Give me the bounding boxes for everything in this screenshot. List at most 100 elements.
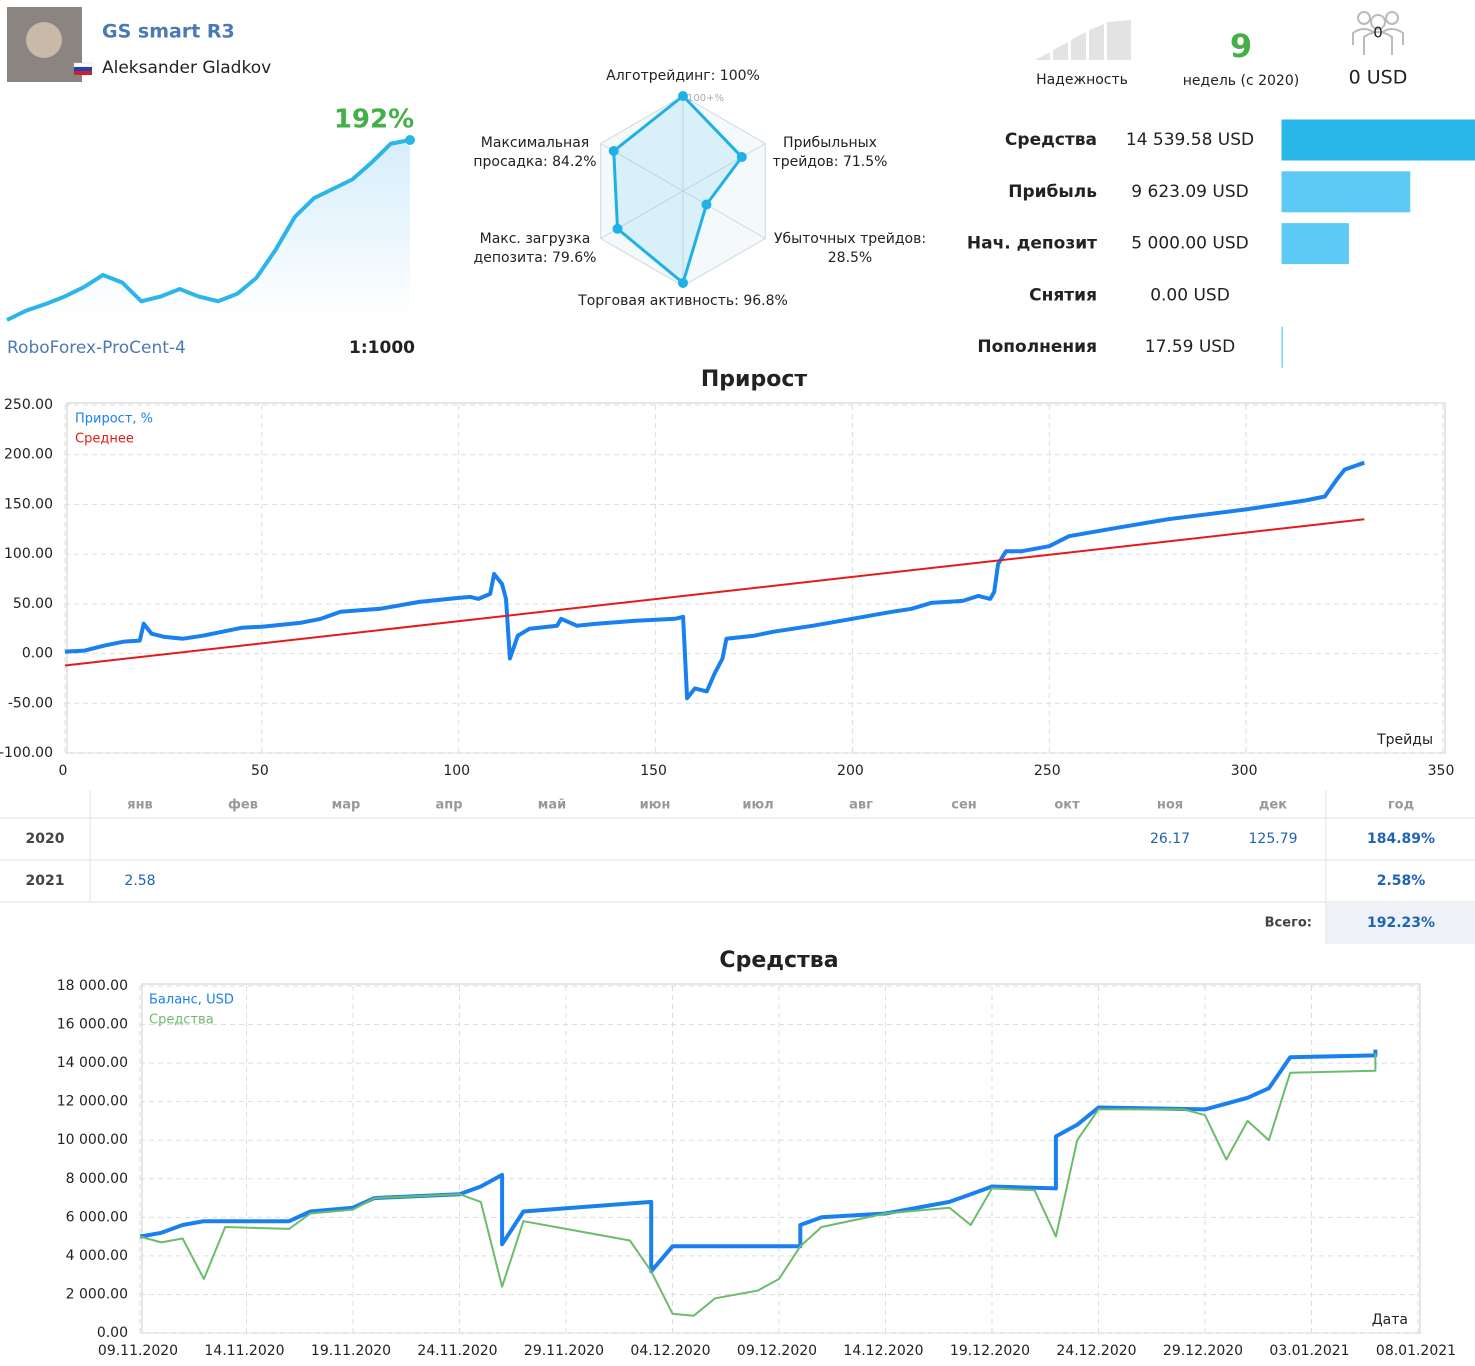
legend-entry: Среднее <box>75 432 134 447</box>
radar-axis-label: Прибыльных <box>783 135 877 151</box>
y-tick-label: 4 000.00 <box>66 1248 128 1264</box>
column-header: фев <box>228 798 258 813</box>
x-tick-label: 09.11.2020 <box>98 1343 178 1359</box>
radar-point <box>608 146 619 157</box>
x-tick-label: 14.12.2020 <box>843 1343 923 1359</box>
flag <box>73 62 93 75</box>
x-tick-label: 09.12.2020 <box>737 1343 817 1359</box>
x-tick-label: 19.11.2020 <box>311 1343 391 1359</box>
x-tick-label: 03.01.2021 <box>1269 1343 1349 1359</box>
plot-area <box>141 983 1421 1334</box>
y-tick-label: 0.00 <box>97 1325 128 1341</box>
stat-value: 9 623.09 USD <box>1131 182 1248 202</box>
x-tick-label: 350 <box>1428 763 1455 779</box>
stat-label: Пополнения <box>977 337 1097 357</box>
x-tick-label: 29.11.2020 <box>524 1343 604 1359</box>
y-tick-label: 12 000.00 <box>57 1094 128 1110</box>
y-tick-label: -50.00 <box>8 695 53 711</box>
chart-title: Средства <box>719 948 838 973</box>
y-tick-label: 200.00 <box>4 447 53 463</box>
radar-axis-label: Торговая активность: 96.8% <box>577 293 788 309</box>
y-tick-label: 50.00 <box>13 596 53 612</box>
author[interactable]: Aleksander Gladkov <box>102 58 271 78</box>
radar-point <box>736 152 747 163</box>
radar-axis-label: 28.5% <box>828 250 872 266</box>
x-tick-label: 29.12.2020 <box>1163 1343 1243 1359</box>
stat-label: Средства <box>1005 130 1097 150</box>
legend-entry: Баланс, USD <box>149 993 234 1008</box>
radar-point <box>678 277 688 288</box>
radar-spoke <box>682 190 766 239</box>
column-header: янв <box>127 798 153 813</box>
radar-spoke <box>682 143 766 192</box>
row-year: 2020 <box>26 831 65 847</box>
radar-axis-label: Максимальная <box>481 135 589 151</box>
x-tick-label: 200 <box>837 763 864 779</box>
y-tick-label: 250.00 <box>4 397 53 413</box>
x-tick-label: 14.11.2020 <box>204 1343 284 1359</box>
stat-value: 17.59 USD <box>1145 337 1235 357</box>
avatar-face <box>26 22 62 58</box>
y-tick-label: 2 000.00 <box>66 1286 128 1302</box>
mini-value-label: 192% <box>334 105 414 135</box>
x-tick-label: 0 <box>59 763 68 779</box>
radar-axis-label: Макс. загрузка <box>480 231 591 247</box>
stat-label: Прибыль <box>1008 182 1097 202</box>
column-header: авг <box>849 798 873 813</box>
y-tick-label: -100.00 <box>0 745 53 761</box>
x-tick-label: 24.11.2020 <box>417 1343 497 1359</box>
mini-area <box>7 140 410 320</box>
y-tick-label: 8 000.00 <box>66 1171 128 1187</box>
column-header: сен <box>951 798 977 813</box>
year-total: 184.89% <box>1367 831 1435 847</box>
column-header: ноя <box>1157 798 1183 813</box>
subscribers: 0 <box>1373 24 1383 42</box>
radar-point <box>701 199 712 210</box>
stat-bar <box>1281 223 1349 265</box>
column-header: апр <box>435 798 462 813</box>
stat-bar <box>1281 119 1475 161</box>
x-tick-label: 24.12.2020 <box>1056 1343 1136 1359</box>
y-tick-label: 150.00 <box>4 496 53 512</box>
column-header: июн <box>640 798 671 813</box>
legend-entry: Прирост, % <box>75 412 153 427</box>
radar-tick-label: 100+% <box>687 93 724 104</box>
x-tick-label: 150 <box>640 763 667 779</box>
column-header: окт <box>1054 798 1080 813</box>
total-cell <box>1326 902 1475 944</box>
weeks-label: недель (с 2020) <box>1183 73 1299 89</box>
series-line <box>139 1049 1378 1274</box>
column-header: май <box>538 798 567 813</box>
chart-title: Прирост <box>701 367 807 392</box>
y-tick-label: 18 000.00 <box>57 978 128 994</box>
series-line <box>64 518 1365 667</box>
broker[interactable]: RoboForex-ProCent-4 <box>7 338 186 358</box>
radar-axis-label: трейдов: 71.5% <box>773 154 888 170</box>
reliability-icon <box>1035 20 1131 60</box>
subscribers-icon <box>1352 11 1404 55</box>
x-tick-label: 100 <box>443 763 470 779</box>
grand-total-label: Всего: <box>1265 916 1312 931</box>
series-line <box>139 1053 1377 1317</box>
grand-total: 192.23% <box>1367 915 1435 931</box>
row-year: 2021 <box>26 873 65 889</box>
x-tick-label: 04.12.2020 <box>630 1343 710 1359</box>
month-value: 125.79 <box>1249 831 1298 847</box>
month-value: 2.58 <box>124 873 155 889</box>
radar-axis-label: Алготрейдинг: 100% <box>606 68 760 84</box>
x-axis-label: Трейды <box>1376 732 1433 748</box>
weeks: 9 <box>1230 27 1252 65</box>
radar-axis-label: просадка: 84.2% <box>473 154 596 170</box>
radar-axis-label: депозита: 79.6% <box>474 250 597 266</box>
signal-title[interactable]: GS smart R3 <box>102 21 235 43</box>
radar-axis-label: Убыточных трейдов: <box>774 231 926 247</box>
radar-point <box>612 223 623 234</box>
stat-label: Снятия <box>1029 285 1097 305</box>
stat-bar <box>1281 171 1411 213</box>
y-tick-label: 100.00 <box>4 546 53 562</box>
x-axis-label: Дата <box>1372 1312 1408 1328</box>
x-tick-label: 300 <box>1231 763 1258 779</box>
x-tick-label: 50 <box>251 763 269 779</box>
y-tick-label: 0.00 <box>22 646 53 662</box>
